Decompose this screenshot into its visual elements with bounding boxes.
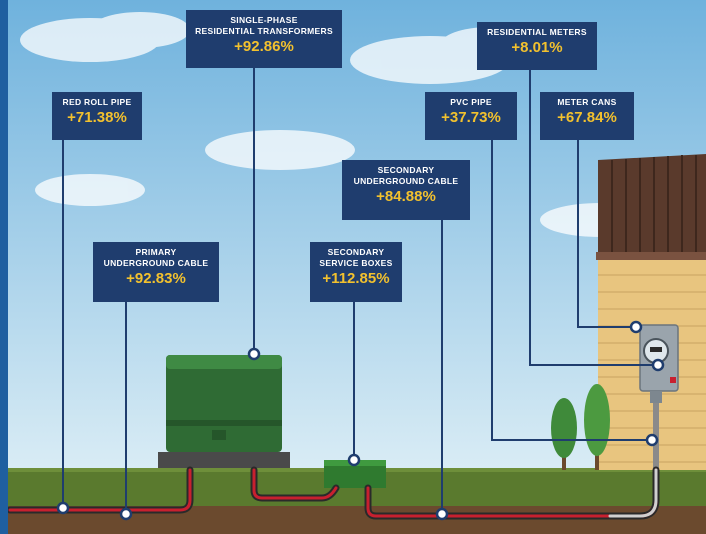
callout-label: SINGLE-PHASE RESIDENTIAL TRANSFORMERS (195, 15, 333, 36)
callout-label: SECONDARY SERVICE BOXES (319, 247, 393, 268)
callout-label: PVC PIPE (450, 97, 492, 107)
callout-value: +71.38% (67, 109, 127, 126)
edge-bar (0, 0, 8, 534)
leader-markers (56, 320, 665, 521)
callout-value: +67.84% (557, 109, 617, 126)
callout-red-roll-pipe: RED ROLL PIPE +71.38% (52, 92, 142, 140)
callout-secondary-underground-cable: SECONDARY UNDERGROUND CABLE +84.88% (342, 160, 470, 220)
callout-pvc-pipe: PVC PIPE +37.73% (425, 92, 517, 140)
house-icon (596, 154, 706, 470)
callout-label: PRIMARY UNDERGROUND CABLE (103, 247, 209, 268)
callout-value: +92.83% (126, 270, 186, 287)
underground-cables (6, 466, 660, 520)
callout-value: +112.85% (322, 270, 390, 287)
callout-residential-meters: RESIDENTIAL METERS +8.01% (477, 22, 597, 70)
callout-single-phase-transformers: SINGLE-PHASE RESIDENTIAL TRANSFORMERS +9… (186, 10, 342, 68)
callout-label: SECONDARY UNDERGROUND CABLE (353, 165, 459, 186)
callout-value: +37.73% (441, 109, 501, 126)
leader-lines (62, 64, 658, 514)
callout-meter-cans: METER CANS +67.84% (540, 92, 634, 140)
callout-label: RESIDENTIAL METERS (487, 27, 587, 37)
callout-value: +84.88% (376, 188, 436, 205)
callout-value: +92.86% (234, 38, 294, 55)
tree-icon (551, 384, 610, 470)
callout-secondary-service-boxes: SECONDARY SERVICE BOXES +112.85% (310, 242, 402, 302)
callout-label: RED ROLL PIPE (62, 97, 132, 107)
transformer-icon (158, 355, 290, 468)
callout-label: METER CANS (557, 97, 617, 107)
callout-value: +8.01% (511, 39, 563, 56)
callout-primary-underground-cable: PRIMARY UNDERGROUND CABLE +92.83% (93, 242, 219, 302)
meter-icon (639, 324, 679, 403)
